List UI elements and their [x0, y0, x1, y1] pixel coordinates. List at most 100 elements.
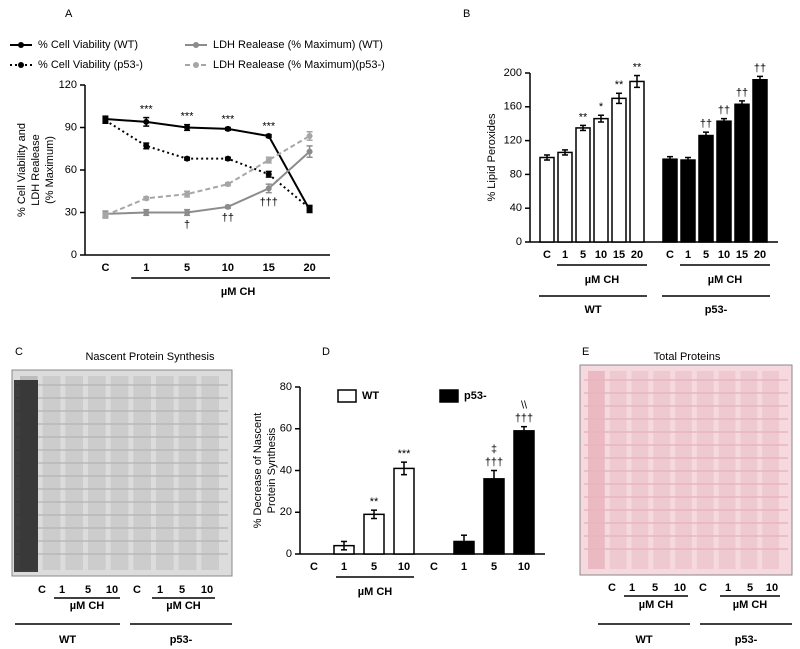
x-axis-label: µM CH: [166, 600, 201, 612]
y-axis-label: % Lipid Peroxides: [486, 113, 498, 202]
y-tick-label: 120: [59, 79, 77, 91]
y-tick-label: 60: [280, 423, 292, 435]
x-tick-label: 1: [685, 249, 691, 261]
x-tick-label: 10: [518, 561, 530, 573]
y-tick-label: 200: [504, 67, 522, 79]
x-tick-label: 5: [491, 561, 497, 573]
x-axis-label: µM CH: [733, 599, 768, 611]
blot-lane-dark: [14, 380, 38, 572]
panel-letter: C: [15, 346, 23, 358]
marker: [306, 205, 313, 212]
marker: [143, 118, 150, 125]
line: [105, 150, 311, 215]
x-tick-label: 15: [613, 249, 625, 261]
bar: [393, 467, 415, 555]
x-tick-label: 1: [143, 262, 149, 274]
x-tick-label: 5: [703, 249, 709, 261]
significance-label: ***: [221, 113, 235, 125]
bar: [698, 134, 714, 243]
bar: [363, 513, 385, 555]
x-tick-label: 1: [341, 561, 347, 573]
bar: [680, 159, 696, 243]
y-tick-label: 40: [510, 202, 522, 214]
significance-label: ††: [754, 62, 766, 74]
bar: [629, 80, 645, 243]
x-tick-label: 15: [263, 262, 275, 274]
significance-label: ††: [700, 118, 712, 130]
significance-label: †††: [515, 413, 533, 425]
y-tick-label: 80: [510, 168, 522, 180]
y-axis-label: (% Maximum): [44, 136, 56, 204]
y-tick-label: 0: [286, 548, 292, 560]
panel-letter: A: [65, 8, 73, 20]
bar: [483, 478, 505, 555]
legend-marker: [193, 42, 199, 48]
lane-label: 5: [747, 582, 753, 594]
group-label: p53-: [170, 634, 193, 646]
x-tick-label: 20: [754, 249, 766, 261]
significance-label: ***: [181, 111, 195, 123]
x-axis-label: µM CH: [70, 600, 105, 612]
legend-label: % Cell Viability (p53-): [38, 59, 143, 71]
significance-label: ***: [140, 103, 154, 115]
y-tick-label: 160: [504, 101, 522, 113]
marker: [224, 203, 231, 210]
marker: [184, 209, 191, 216]
y-tick-label: 0: [71, 249, 77, 261]
bar: [611, 97, 627, 243]
bar: [575, 127, 591, 243]
lane-label: 1: [157, 584, 163, 596]
line: [105, 135, 311, 217]
lane-label: 5: [652, 582, 658, 594]
marker: [184, 124, 191, 131]
line: [104, 119, 311, 210]
bar: [662, 158, 678, 243]
lane-label: 10: [766, 582, 778, 594]
x-tick-label: 20: [631, 249, 643, 261]
significance-label: **: [633, 61, 642, 73]
significance-label: **: [370, 496, 379, 508]
x-tick-label: 10: [222, 262, 234, 274]
lane-label: 1: [629, 582, 635, 594]
lane-label: C: [608, 582, 616, 594]
panel-letter: B: [463, 8, 470, 20]
group-label: WT: [584, 304, 601, 316]
group-label: p53-: [705, 304, 728, 316]
marker: [265, 157, 272, 164]
group-label: p53-: [735, 634, 758, 646]
significance-label: \\: [521, 400, 528, 412]
bar: [593, 117, 609, 243]
x-tick-label: 5: [184, 262, 190, 274]
y-tick-label: 90: [65, 121, 77, 133]
legend-marker: [193, 62, 199, 68]
lane-label: 5: [179, 584, 185, 596]
marker: [265, 133, 272, 139]
x-tick-label: C: [101, 262, 109, 274]
x-tick-label: 5: [371, 561, 377, 573]
marker: [184, 191, 191, 198]
x-tick-label: 10: [718, 249, 730, 261]
lane-label: 10: [201, 584, 213, 596]
y-tick-label: 0: [516, 236, 522, 248]
significance-label: †††: [260, 197, 278, 209]
x-tick-label: 10: [595, 249, 607, 261]
bar: [716, 120, 732, 243]
y-tick-label: 20: [280, 506, 292, 518]
marker: [306, 148, 313, 155]
significance-label: ‡: [491, 443, 497, 455]
x-axis-label: µM CH: [585, 274, 620, 286]
x-axis-label: µM CH: [639, 599, 674, 611]
y-axis-label: LDH Realease: [30, 134, 42, 206]
marker: [184, 155, 191, 162]
lane-label: 5: [85, 584, 91, 596]
bar: [539, 156, 555, 243]
y-axis-label: % Cell Viability and: [16, 123, 28, 217]
legend-swatch: [337, 389, 357, 403]
lane-label: C: [38, 584, 46, 596]
y-tick-label: 60: [65, 164, 77, 176]
y-axis-label: Protein Synthesis: [266, 427, 278, 513]
lane-label: C: [133, 584, 141, 596]
marker: [102, 212, 109, 219]
significance-label: **: [579, 111, 588, 123]
significance-label: ††: [736, 87, 748, 99]
